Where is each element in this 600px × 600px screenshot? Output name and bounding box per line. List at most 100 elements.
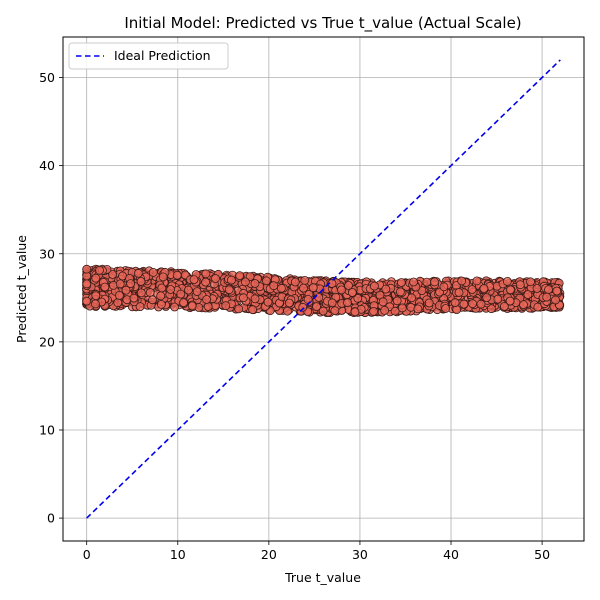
scatter-point [284, 298, 294, 308]
scatter-point [189, 275, 199, 285]
scatter-point [156, 299, 166, 309]
scatter-point [476, 299, 486, 309]
scatter-point [276, 283, 286, 293]
scatter-point [248, 305, 258, 315]
scatter-point [176, 289, 186, 299]
scatter-point [95, 265, 104, 275]
scatter-point [121, 285, 131, 295]
scatter-point [100, 282, 110, 292]
scatter-point [395, 287, 405, 297]
scatter-point [493, 294, 503, 304]
scatter-point [369, 306, 379, 316]
legend-box [68, 42, 229, 70]
y-tick-label: 50 [39, 70, 55, 85]
scatter-point [344, 281, 353, 290]
scatter-point [505, 285, 515, 295]
scatter-point [226, 275, 236, 285]
scatter-point [422, 277, 432, 287]
scatter-point [221, 301, 231, 311]
scatter-point [457, 276, 467, 286]
scatter-point [283, 306, 292, 316]
scatter-point [250, 294, 260, 304]
scatter-point [156, 291, 166, 301]
scatter-point [240, 277, 250, 287]
y-tick-label: 10 [39, 422, 55, 437]
scatter-point [269, 281, 279, 291]
x-tick-label: 30 [352, 547, 368, 562]
scatter-point [238, 293, 248, 303]
scatter-point [459, 299, 469, 309]
chart-title: Initial Model: Predicted vs True t_value… [124, 14, 521, 33]
scatter-points [82, 264, 565, 318]
scatter-point [552, 286, 562, 296]
scatter-point [523, 290, 533, 300]
scatter-point [472, 276, 482, 286]
scatter-point [91, 273, 101, 283]
scatter-point [454, 288, 464, 297]
scatter-point [136, 288, 146, 298]
scatter-point [397, 303, 407, 313]
scatter-point [430, 277, 440, 287]
scatter-point [224, 285, 234, 295]
scatter-point [392, 296, 402, 306]
x-tick-label: 50 [534, 547, 550, 562]
scatter-point [115, 290, 124, 300]
scatter-point [353, 293, 363, 303]
scatter-point [542, 292, 552, 302]
scatter-point [158, 272, 168, 282]
scatter-point [327, 278, 337, 288]
scatter-point [533, 302, 543, 312]
scatter-point [211, 274, 220, 283]
scatter-point [439, 282, 449, 292]
legend: Ideal Prediction [68, 42, 229, 70]
scatter-point [482, 293, 492, 303]
scatter-point [499, 302, 509, 311]
scatter-point [350, 307, 360, 317]
scatter-point [290, 277, 300, 287]
scatter-point [318, 306, 328, 316]
scatter-point [133, 268, 143, 278]
scatter-point [505, 296, 515, 306]
scatter-point [407, 293, 417, 303]
scatter-point [467, 285, 477, 294]
scatter-point [515, 280, 525, 290]
scatter-point [183, 285, 193, 295]
scatter-point [250, 279, 260, 288]
scatter-point [347, 288, 357, 297]
scatter-point [330, 306, 340, 316]
x-tick-label: 40 [443, 547, 459, 562]
x-tick-label: 0 [83, 547, 91, 562]
scatter-point [519, 300, 528, 310]
scatter-point [91, 299, 100, 309]
scatter-point [380, 305, 390, 315]
scatter-point [91, 291, 101, 301]
scatter-point [126, 279, 136, 289]
scatter-point [544, 285, 553, 295]
scatter-point [115, 279, 125, 289]
y-axis-label: Predicted t_value [14, 235, 29, 343]
scatter-point [502, 276, 512, 286]
scatter-point [170, 302, 180, 312]
scatter-point [166, 285, 176, 294]
scatter-point [468, 299, 477, 309]
scatter-point [441, 304, 451, 313]
scatter-point [179, 298, 188, 308]
scatter-point [308, 283, 318, 293]
scatter-point [409, 277, 419, 287]
scatter-point [413, 304, 423, 314]
scatter-point [327, 298, 337, 308]
scatter-point [486, 304, 496, 314]
scatter-point [532, 284, 542, 293]
scatter-point [202, 295, 212, 304]
scatter-point [187, 301, 197, 311]
scatter-point [314, 293, 324, 302]
scatter-point [135, 302, 145, 312]
scatter-point [396, 278, 406, 287]
scatter-point [108, 270, 117, 279]
scatter-point [424, 298, 434, 308]
scatter-point [479, 284, 489, 293]
scatter-point [82, 264, 92, 274]
scatter-point [136, 277, 146, 286]
plot-frame [62, 36, 585, 542]
